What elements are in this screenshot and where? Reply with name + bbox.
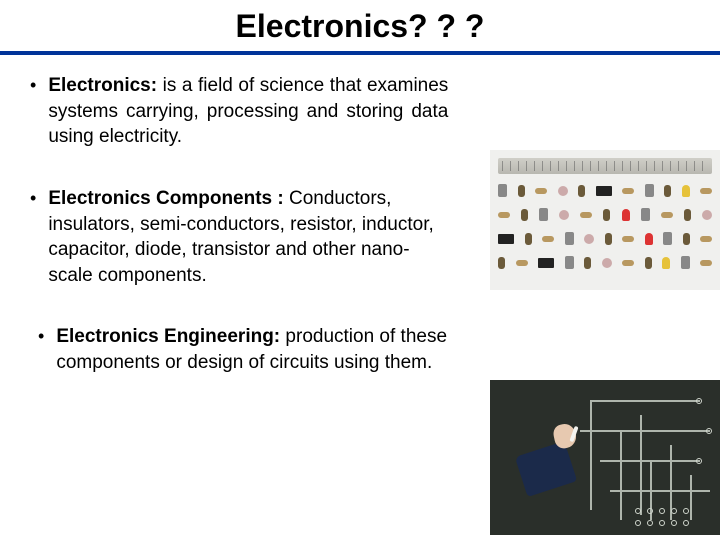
hand-icon — [520, 420, 580, 490]
bullet-text: Electronics Components : Conductors, ins… — [48, 186, 448, 289]
slide-title: Electronics? ? ? — [0, 8, 720, 45]
bullet-marker: • — [30, 188, 36, 209]
bullet-marker: • — [38, 326, 44, 347]
title-area: Electronics? ? ? — [0, 0, 720, 49]
bullet-marker: • — [30, 75, 36, 96]
image-components-board — [490, 150, 720, 290]
bullet-item: • Electronics Engineering: production of… — [38, 324, 690, 375]
bullet-term: Electronics Engineering: — [56, 326, 280, 347]
bullet-term: Electronics Components : — [48, 188, 283, 209]
bullet-text: Electronics Engineering: production of t… — [56, 324, 456, 375]
bullet-text: Electronics: is a field of science that … — [48, 73, 448, 150]
image-circuit-drawing — [490, 380, 720, 535]
bullet-item: • Electronics: is a field of science tha… — [30, 73, 690, 150]
bullet-term: Electronics: — [48, 75, 157, 96]
ruler-icon — [498, 158, 712, 174]
